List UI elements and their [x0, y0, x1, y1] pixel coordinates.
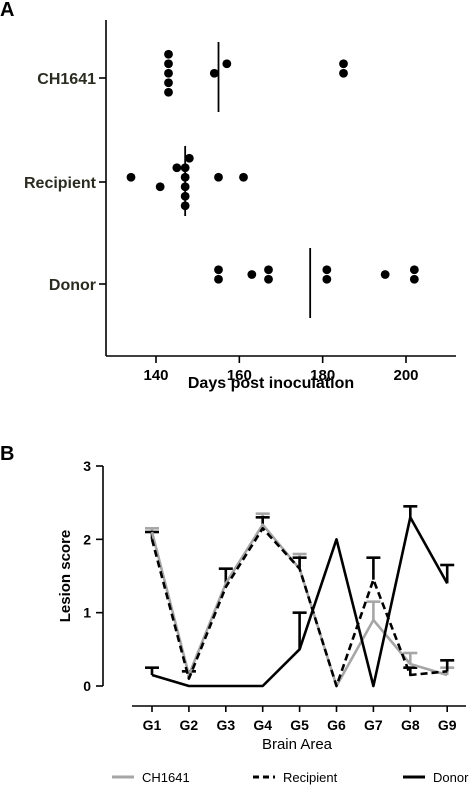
panel-a-data-point [172, 163, 182, 173]
panel-b-y-tick-label: 1 [83, 605, 91, 621]
panel-a-data-point [209, 68, 219, 78]
panel-a-letter: A [0, 0, 14, 21]
panel-a-data-point [155, 182, 165, 192]
panel-a-x-tick-label: 200 [393, 367, 418, 384]
panel-a-data-point [322, 265, 332, 275]
panel-b-series-line [150, 527, 448, 688]
panel-a-data-point [264, 274, 273, 284]
panel-a-data-point [339, 59, 348, 69]
panel-a-data-point [126, 172, 136, 182]
panel-a-data-point [222, 59, 232, 69]
panel-a-data-point [164, 59, 173, 69]
panel-a-data-point [409, 265, 419, 275]
panel-b-x-tick-label: G2 [180, 717, 199, 733]
panel-b-x-tick-label: G3 [216, 717, 235, 733]
panel-a-data-point [247, 270, 257, 279]
panel-a-data-point [339, 68, 348, 78]
panel-a-data-point [164, 68, 173, 78]
panel-a-data-point [214, 265, 223, 275]
panel-b-y-tick-label: 3 [83, 458, 91, 474]
panel-b-x-tick-label: G8 [401, 717, 420, 733]
panel-b-y-axis-title: Lesion score [57, 530, 74, 623]
panel-b-y-tick-label: 0 [83, 678, 91, 694]
panel-a-data-point [164, 78, 173, 88]
legend-label: CH1641 [142, 770, 190, 785]
panel-b-x-axis-title: Brain Area [262, 736, 333, 753]
panel-b-y-tick-label: 2 [83, 531, 91, 547]
panel-a-data-point [184, 153, 194, 163]
panel-b-x-tick-label: G5 [290, 717, 309, 733]
panel-a-data-point [409, 274, 419, 284]
panel-b-x-tick-label: G6 [327, 717, 346, 733]
panel-a-x-tick-label: 160 [227, 367, 252, 384]
panel-a-data-point [164, 49, 173, 59]
panel-b-series-line [151, 516, 449, 688]
panel-a-data-point [214, 274, 223, 284]
panel-b-x-tick-label: G7 [364, 717, 383, 733]
panel-b-x-tick-label: G9 [438, 717, 457, 733]
panel-a-x-tick-label: 140 [143, 367, 168, 384]
panel-b-letter: B [0, 443, 14, 465]
panel-b-x-tick-label: G4 [253, 717, 272, 733]
panel-a-data-point [380, 270, 390, 279]
legend-label: Donor [433, 770, 469, 785]
panel-a-category-label: CH1641 [37, 71, 96, 88]
panel-a-data-point [214, 172, 223, 182]
panel-a-data-point [164, 87, 173, 97]
panel-a-x-tick-label: 180 [310, 367, 335, 384]
panel-a-data-point [264, 265, 273, 275]
legend-label: Recipient [283, 770, 338, 785]
panel-a-x-axis-title: Days post inoculation [188, 375, 354, 392]
panel-b-x-tick-label: G1 [143, 717, 162, 733]
panel-a-category-label: Recipient [24, 175, 97, 192]
panel-a-data-point [322, 274, 332, 284]
panel-a-data-point [239, 172, 248, 182]
panel-a-category-label: Donor [49, 277, 96, 294]
